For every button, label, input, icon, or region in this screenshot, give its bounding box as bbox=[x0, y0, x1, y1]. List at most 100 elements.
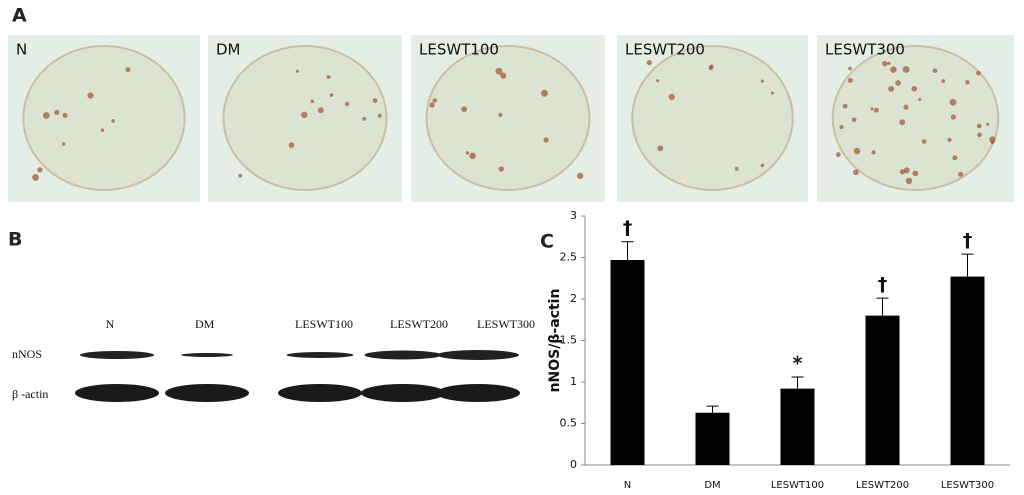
stain-dot bbox=[835, 152, 841, 157]
y-tick-label: 1 bbox=[570, 375, 577, 388]
stain-dot bbox=[903, 104, 909, 110]
stain-dot bbox=[842, 103, 848, 109]
stain-dot bbox=[432, 98, 437, 103]
stain-dot bbox=[32, 173, 40, 181]
tissue bbox=[22, 45, 186, 191]
micrograph-label: LESWT300 bbox=[825, 41, 905, 59]
stain-dot bbox=[977, 132, 982, 138]
y-tick-label: 0 bbox=[570, 458, 577, 471]
stain-dot bbox=[377, 113, 382, 118]
stain-dot bbox=[952, 155, 958, 161]
stain-dot bbox=[870, 107, 874, 111]
lane-label: LESWT300 bbox=[477, 317, 535, 331]
stain-dot bbox=[941, 79, 946, 83]
stain-dot bbox=[543, 137, 549, 143]
error-bar bbox=[876, 297, 889, 316]
band bbox=[437, 350, 519, 360]
stain-dot bbox=[851, 117, 857, 123]
x-tick-label: LESWT300 bbox=[941, 480, 994, 491]
stain-dot bbox=[429, 102, 435, 108]
stain-dot bbox=[848, 66, 852, 71]
stain-dot bbox=[890, 66, 897, 73]
stain-dot bbox=[902, 65, 910, 73]
stain-dot bbox=[100, 128, 105, 132]
band bbox=[436, 384, 520, 402]
stain-dot bbox=[958, 171, 964, 177]
stain-dot bbox=[646, 60, 652, 66]
row-label: nNOS bbox=[12, 347, 42, 361]
x-tick-label: N bbox=[624, 480, 631, 491]
y-tick-label: 1.5 bbox=[560, 334, 578, 347]
significance-marker: † bbox=[963, 230, 973, 252]
stain-dot bbox=[465, 151, 470, 155]
x-tick-label: DM bbox=[704, 480, 720, 491]
significance-marker: † bbox=[623, 217, 633, 239]
stain-dot bbox=[541, 89, 548, 97]
band bbox=[80, 351, 154, 359]
panel-label: A bbox=[12, 5, 27, 27]
band bbox=[361, 384, 445, 402]
bar bbox=[780, 388, 815, 465]
tissue bbox=[222, 45, 388, 191]
lane-label: LESWT100 bbox=[295, 317, 353, 331]
stain-dot bbox=[734, 166, 739, 171]
y-axis-label: nNOS/β-actin bbox=[547, 289, 563, 393]
stain-dot bbox=[965, 80, 970, 85]
lane-label: DM bbox=[195, 317, 215, 331]
stain-dot bbox=[905, 177, 913, 185]
tissue bbox=[425, 45, 591, 191]
bar bbox=[950, 276, 985, 465]
stain-dot bbox=[770, 91, 774, 95]
stain-dot bbox=[912, 170, 919, 177]
y-tick-label: 3 bbox=[570, 209, 577, 222]
stain-dot bbox=[708, 65, 713, 71]
band bbox=[286, 352, 354, 358]
stain-dot bbox=[668, 93, 675, 101]
error-bar bbox=[706, 405, 719, 413]
stain-dot bbox=[111, 119, 116, 123]
stain-dot bbox=[238, 173, 243, 178]
bar bbox=[610, 259, 645, 465]
tissue bbox=[831, 45, 1000, 191]
stain-dot bbox=[295, 69, 299, 73]
stain-dot bbox=[949, 98, 957, 106]
y-tick-label: 2.5 bbox=[560, 251, 578, 264]
stain-dot bbox=[301, 111, 308, 119]
micrograph-label: LESWT200 bbox=[625, 41, 705, 59]
stain-dot bbox=[899, 169, 906, 175]
stain-dot bbox=[362, 116, 367, 121]
stain-dot bbox=[760, 163, 765, 168]
stain-dot bbox=[42, 112, 50, 119]
stain-dot bbox=[344, 101, 350, 107]
stain-dot bbox=[657, 145, 664, 152]
y-tick-label: 2 bbox=[570, 292, 577, 305]
stain-dot bbox=[918, 97, 922, 101]
band bbox=[165, 384, 249, 402]
stain-dot bbox=[500, 72, 507, 79]
stain-dot bbox=[54, 109, 60, 116]
stain-dot bbox=[461, 106, 468, 113]
stain-dot bbox=[911, 85, 918, 92]
stain-dot bbox=[853, 169, 859, 176]
stain-dot bbox=[976, 123, 982, 129]
error-bar bbox=[621, 241, 634, 260]
stain-dot bbox=[950, 114, 957, 120]
bar bbox=[695, 412, 730, 465]
stain-dot bbox=[887, 61, 891, 66]
significance-marker: * bbox=[793, 353, 803, 375]
stain-dot bbox=[990, 140, 995, 145]
stain-dot bbox=[871, 150, 876, 155]
stain-dot bbox=[329, 93, 334, 97]
stain-dot bbox=[469, 152, 476, 160]
lane-label: LESWT200 bbox=[390, 317, 448, 331]
stain-dot bbox=[986, 122, 990, 126]
stain-dot bbox=[61, 142, 66, 146]
panel-label: B bbox=[8, 229, 22, 251]
significance-marker: † bbox=[878, 274, 888, 296]
stain-dot bbox=[899, 119, 906, 126]
stain-dot bbox=[372, 98, 378, 103]
stain-dot bbox=[921, 139, 927, 144]
band bbox=[278, 384, 362, 402]
band bbox=[181, 353, 233, 357]
stain-dot bbox=[62, 112, 68, 118]
